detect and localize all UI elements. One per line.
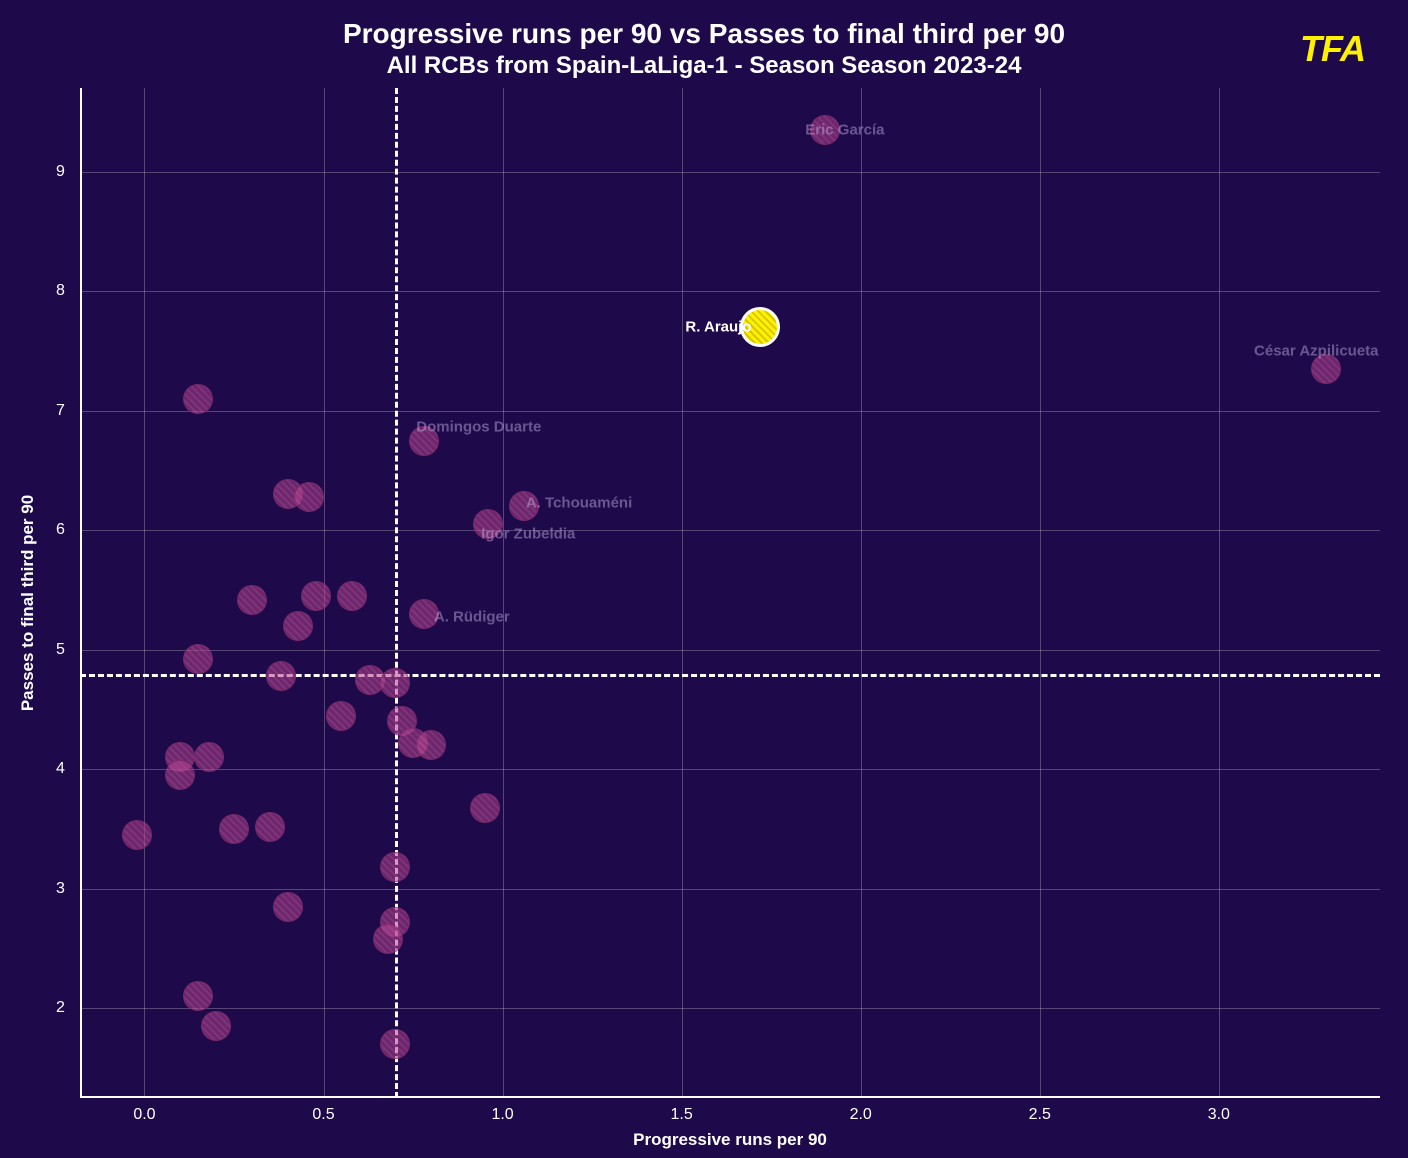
- gridline-v: [861, 88, 862, 1098]
- plot-area: Eric GarcíaR. AraujoCésar AzpilicuetaDom…: [80, 88, 1380, 1098]
- y-tick: 7: [56, 402, 65, 420]
- x-tick: 1.0: [491, 1106, 513, 1124]
- gridline-h: [80, 769, 1380, 770]
- scatter-point: [237, 585, 267, 615]
- scatter-point: [473, 509, 503, 539]
- chart-stage: Progressive runs per 90 vs Passes to fin…: [0, 0, 1408, 1158]
- scatter-point: [183, 644, 213, 674]
- scatter-point: [416, 730, 446, 760]
- scatter-point: [273, 892, 303, 922]
- scatter-point: [294, 482, 324, 512]
- scatter-point: [409, 426, 439, 456]
- scatter-point: [283, 611, 313, 641]
- y-tick: 9: [56, 163, 65, 181]
- y-tick: 3: [56, 880, 65, 898]
- chart-title: Progressive runs per 90 vs Passes to fin…: [0, 18, 1408, 50]
- scatter-point: [165, 760, 195, 790]
- y-tick: 6: [56, 521, 65, 539]
- gridline-h: [80, 411, 1380, 412]
- y-tick: 2: [56, 999, 65, 1017]
- gridline-h: [80, 291, 1380, 292]
- scatter-point: [301, 581, 331, 611]
- scatter-point: [1311, 354, 1341, 384]
- gridline-v: [682, 88, 683, 1098]
- gridline-v: [1219, 88, 1220, 1098]
- gridline-v: [503, 88, 504, 1098]
- scatter-point: [266, 661, 296, 691]
- x-tick: 3.0: [1208, 1106, 1230, 1124]
- scatter-point: [409, 599, 439, 629]
- gridline-h: [80, 172, 1380, 173]
- x-tick: 0.5: [312, 1106, 334, 1124]
- scatter-point: [326, 701, 356, 731]
- x-tick: 0.0: [133, 1106, 155, 1124]
- x-tick: 2.0: [850, 1106, 872, 1124]
- scatter-point: [380, 1029, 410, 1059]
- scatter-point: [380, 668, 410, 698]
- scatter-point: [380, 852, 410, 882]
- scatter-point: [810, 115, 840, 145]
- point-label: A. Rüdiger: [434, 608, 510, 625]
- gridline-h: [80, 1008, 1380, 1009]
- y-tick: 5: [56, 641, 65, 659]
- chart-subtitle: All RCBs from Spain-LaLiga-1 - Season Se…: [0, 52, 1408, 80]
- scatter-point: [470, 793, 500, 823]
- scatter-point: [373, 924, 403, 954]
- scatter-point: [219, 814, 249, 844]
- scatter-point: [509, 491, 539, 521]
- gridline-h: [80, 650, 1380, 651]
- y-tick: 8: [56, 282, 65, 300]
- y-tick: 4: [56, 760, 65, 778]
- gridline-v: [1040, 88, 1041, 1098]
- x-axis-label: Progressive runs per 90: [633, 1130, 827, 1150]
- x-tick: 1.5: [671, 1106, 693, 1124]
- y-axis-line: [80, 88, 82, 1098]
- x-axis-line: [80, 1096, 1380, 1098]
- scatter-point: [122, 820, 152, 850]
- brand-badge: TFA: [1300, 28, 1365, 70]
- y-axis-label: Passes to final third per 90: [18, 495, 38, 711]
- scatter-point: [183, 981, 213, 1011]
- scatter-point: [337, 581, 367, 611]
- scatter-point-highlight: [740, 307, 780, 347]
- scatter-point: [183, 384, 213, 414]
- point-label: A. Tchouaméni: [526, 495, 632, 512]
- scatter-point: [201, 1011, 231, 1041]
- gridline-h: [80, 530, 1380, 531]
- scatter-point: [194, 742, 224, 772]
- scatter-point: [255, 812, 285, 842]
- gridline-v: [144, 88, 145, 1098]
- gridline-h: [80, 889, 1380, 890]
- x-tick: 2.5: [1029, 1106, 1051, 1124]
